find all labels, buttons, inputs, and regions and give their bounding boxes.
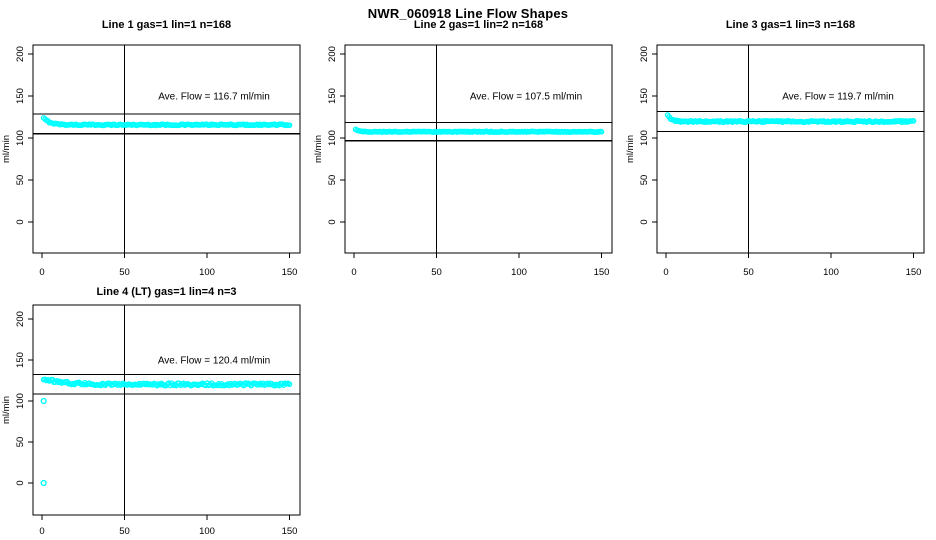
x-tick-label: 150 — [594, 267, 610, 278]
subplot-1: Line 1 gas=1 lin=1 n=168 0 50 100 150 200 0 50 1… — [1, 19, 301, 278]
x-tick-label: 150 — [906, 267, 922, 278]
x-tick-label: 50 — [119, 526, 130, 537]
x-tick-label: 0 — [39, 267, 44, 278]
y-tick-label: 50 — [15, 175, 26, 186]
subplot-title: Line 4 (LT) gas=1 lin=4 n=3 — [96, 286, 236, 298]
avg-flow-annotation: Ave. Flow = 116.7 ml/min — [158, 92, 270, 103]
y-tick-label: 100 — [327, 130, 338, 146]
subplot-4: Line 4 (LT) gas=1 lin=4 n=3 0 50 100 150 200 0… — [1, 286, 301, 537]
avg-flow-annotation: Ave. Flow = 107.5 ml/min — [470, 92, 582, 103]
plot-box — [32, 44, 301, 254]
data-point — [910, 118, 917, 124]
y-tick-label: 200 — [15, 311, 26, 327]
y-tick-label: 50 — [327, 175, 338, 186]
x-tick-label: 150 — [282, 526, 298, 537]
y-tick-label: 0 — [639, 219, 650, 224]
x-tick-label: 0 — [663, 267, 668, 278]
x-tick-label: 100 — [199, 267, 215, 278]
plot-box — [344, 44, 613, 254]
x-tick-label: 50 — [743, 267, 754, 278]
y-tick-label: 200 — [15, 46, 26, 62]
y-tick-label: 50 — [15, 437, 26, 448]
y-tick-label: 150 — [15, 352, 26, 368]
y-axis-label: ml/min — [625, 135, 636, 163]
data-points — [40, 376, 293, 487]
y-tick-label: 150 — [639, 88, 650, 104]
y-tick-label: 50 — [639, 175, 650, 186]
x-tick-label: 100 — [823, 267, 839, 278]
data-points — [352, 126, 605, 136]
data-point — [598, 128, 605, 135]
subplot-title: Line 3 gas=1 lin=3 n=168 — [726, 19, 855, 31]
x-tick-label: 0 — [351, 267, 356, 278]
y-axis-label: ml/min — [313, 135, 324, 163]
avg-flow-annotation: Ave. Flow = 120.4 ml/min — [158, 356, 270, 367]
outlier-point — [40, 479, 47, 487]
y-tick-label: 0 — [327, 219, 338, 224]
x-tick-label: 50 — [431, 267, 442, 278]
y-tick-label: 100 — [639, 130, 650, 146]
page-title: NWR_060918 Line Flow Shapes — [367, 6, 569, 21]
outlier-point — [40, 397, 47, 405]
y-tick-label: 100 — [15, 393, 26, 409]
y-tick-label: 150 — [15, 88, 26, 104]
y-tick-label: 0 — [15, 480, 26, 485]
data-points — [40, 115, 293, 129]
x-tick-label: 0 — [39, 526, 44, 537]
data-point — [286, 381, 293, 388]
plot-box — [656, 44, 925, 254]
subplot-title: Line 2 gas=1 lin=2 n=168 — [414, 19, 543, 31]
x-tick-label: 100 — [511, 267, 527, 278]
x-tick-label: 50 — [119, 267, 130, 278]
y-tick-label: 150 — [327, 88, 338, 104]
y-tick-label: 200 — [327, 46, 338, 62]
data-points — [664, 112, 917, 126]
y-axis-label: ml/min — [1, 396, 12, 424]
subplot-2: Line 2 gas=1 lin=2 n=168 0 50 100 150 200 0 50 1… — [313, 19, 613, 278]
x-tick-label: 100 — [199, 526, 215, 537]
y-tick-label: 100 — [15, 130, 26, 146]
y-tick-label: 0 — [15, 219, 26, 224]
y-axis-label: ml/min — [1, 135, 12, 163]
y-tick-label: 200 — [639, 46, 650, 62]
x-tick-label: 150 — [282, 267, 298, 278]
plot-box — [32, 304, 301, 516]
subplot-3: Line 3 gas=1 lin=3 n=168 0 50 100 150 200 0 50 1… — [625, 19, 925, 278]
data-point — [286, 122, 293, 129]
subplot-title: Line 1 gas=1 lin=1 n=168 — [102, 19, 231, 31]
avg-flow-annotation: Ave. Flow = 119.7 ml/min — [782, 92, 894, 103]
